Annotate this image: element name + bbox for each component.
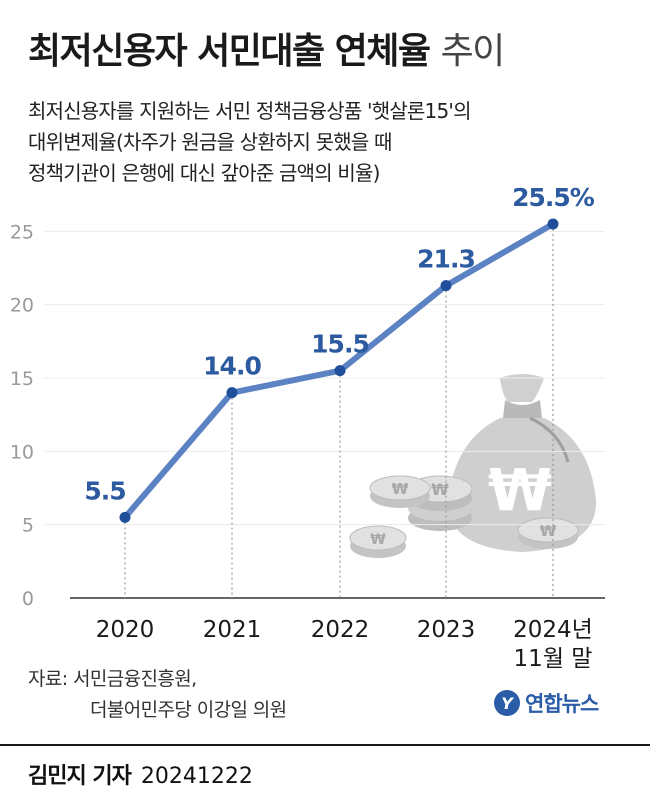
svg-text:₩: ₩ <box>392 480 409 498</box>
source-line-1: 자료: 서민금융진흥원, <box>28 668 197 690</box>
reporter-name: 김민지 기자 <box>28 764 132 789</box>
svg-text:₩: ₩ <box>488 456 552 524</box>
data-point <box>226 387 238 399</box>
logo-mark-icon: Y <box>494 690 520 716</box>
data-value-label: 21.3 <box>417 245 475 274</box>
x-tick-label: 2023 <box>417 617 476 643</box>
data-value-label: 15.5 <box>311 330 369 359</box>
svg-text:₩: ₩ <box>370 532 386 548</box>
data-value-label: 5.5 <box>84 476 125 505</box>
source-note: 자료: 서민금융진흥원, 더불어민주당 이강일 의원 <box>28 664 287 726</box>
footer-divider <box>0 744 650 746</box>
yonhap-logo: Y 연합뉴스 <box>494 688 599 718</box>
y-tick-label: 10 <box>10 441 34 463</box>
coins-icon: ₩ ₩ ₩ ₩ <box>349 475 579 558</box>
y-tick-label: 25 <box>10 221 34 243</box>
data-point <box>119 511 131 523</box>
logo-text: 연합뉴스 <box>525 692 599 716</box>
x-tick-label: 2024년 11월 말 <box>513 617 593 672</box>
y-tick-label: 0 <box>22 588 34 610</box>
subtitle-line-2: 대위변제율(차주가 원금을 상환하지 못했을 때 <box>28 130 392 154</box>
subtitle-line-1: 최저신용자를 지원하는 서민 정책금융상품 '햇살론15'의 <box>28 99 471 123</box>
data-value-label: 14.0 <box>203 352 261 381</box>
data-value-label: 25.5% <box>512 183 595 212</box>
title-suffix: 추이 <box>440 31 506 72</box>
data-point <box>547 218 559 230</box>
y-tick-label: 5 <box>22 515 34 537</box>
y-tick-label: 20 <box>10 295 34 317</box>
page-title: 최저신용자 서민대출 연체율 추이 <box>28 22 506 74</box>
footer: 김민지 기자 20241222 <box>28 758 253 790</box>
data-point <box>440 280 452 292</box>
x-tick-label: 2021 <box>203 617 262 643</box>
x-tick-label: 2022 <box>311 617 370 643</box>
y-tick-label: 15 <box>10 368 34 390</box>
x-tick-label: 2020 <box>96 617 155 643</box>
source-line-2: 더불어민주당 이강일 의원 <box>90 699 287 721</box>
subtitle-line-3: 정책기관이 은행에 대신 갚아준 금액의 비율) <box>28 161 380 185</box>
subtitle: 최저신용자를 지원하는 서민 정책금융상품 '햇살론15'의 대위변제율(차주가… <box>28 96 628 189</box>
data-point <box>334 365 346 377</box>
svg-text:₩: ₩ <box>431 480 449 499</box>
title-main: 최저신용자 서민대출 연체율 <box>28 31 431 72</box>
publish-date: 20241222 <box>140 764 253 789</box>
